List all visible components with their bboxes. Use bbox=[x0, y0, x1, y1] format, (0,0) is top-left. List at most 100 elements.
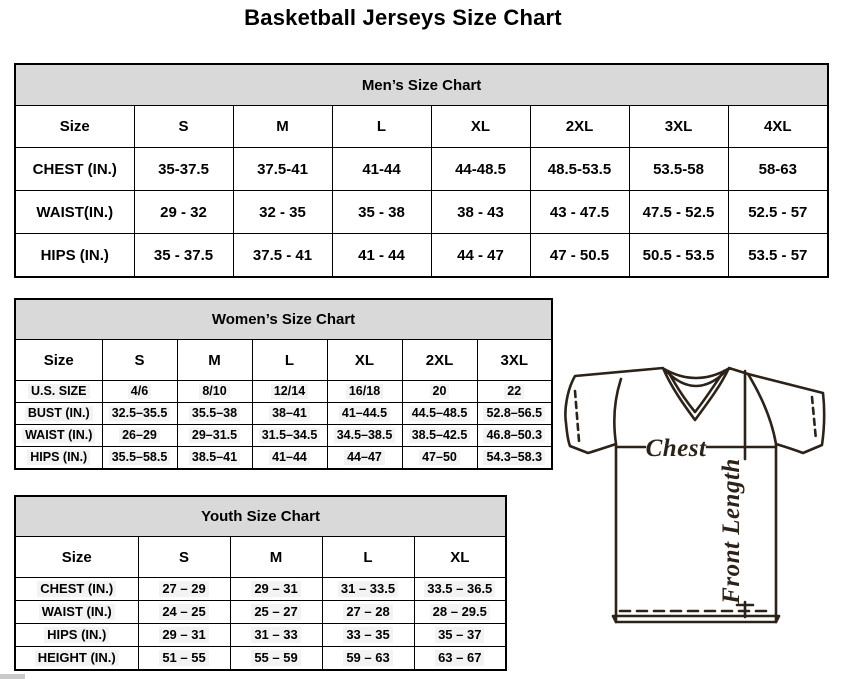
column-header: 3XL bbox=[628, 105, 729, 148]
cell-text: 22 bbox=[504, 383, 525, 400]
column-header: 4XL bbox=[727, 105, 829, 148]
collar-arc bbox=[664, 369, 728, 388]
womens-size-table: Women’s Size Chart Size S M L XL 2XL 3XL… bbox=[14, 298, 554, 470]
size-value: 33 – 35 bbox=[321, 623, 415, 647]
table-row: CHEST (IN.) 35-37.5 37.5-41 41-44 44-48.… bbox=[14, 147, 829, 191]
size-value: 55 – 59 bbox=[229, 646, 323, 671]
cell-text: 20 bbox=[429, 383, 450, 400]
table-row: Men’s Size Chart bbox=[14, 63, 829, 106]
cell-text: 38.5–41 bbox=[188, 449, 241, 466]
size-value: 47 - 50.5 bbox=[529, 233, 630, 278]
cell-text: 4/6 bbox=[127, 383, 152, 400]
cell-text: 41–44 bbox=[269, 449, 310, 466]
cell-text: 32.5–35.5 bbox=[108, 405, 171, 422]
table-row: Size S M L XL 2XL 3XL 4XL bbox=[14, 105, 829, 148]
cell-text: 35.5–38 bbox=[188, 405, 241, 422]
size-value: 46.8–50.3 bbox=[476, 424, 553, 447]
size-value: 35-37.5 bbox=[133, 147, 234, 191]
corner-header: Size bbox=[14, 105, 135, 148]
cuff-stitch-left bbox=[573, 389, 581, 443]
size-value: 44-48.5 bbox=[430, 147, 531, 191]
size-value: 52.5 - 57 bbox=[727, 190, 829, 234]
row-label: CHEST (IN.) bbox=[14, 577, 139, 601]
size-value: 44–47 bbox=[326, 446, 403, 470]
row-label: HIPS (IN.) bbox=[14, 233, 135, 278]
column-header: XL bbox=[326, 339, 403, 381]
size-value: 50.5 - 53.5 bbox=[628, 233, 729, 278]
column-header: M bbox=[232, 105, 333, 148]
table-row: WAIST(IN.) 29 - 32 32 - 35 35 - 38 38 - … bbox=[14, 190, 829, 234]
size-value: 27 – 28 bbox=[321, 600, 415, 624]
cell-text: 46.8–50.3 bbox=[483, 427, 546, 444]
column-header: S bbox=[137, 536, 231, 578]
size-value: 27 – 29 bbox=[137, 577, 231, 601]
size-value: 26–29 bbox=[101, 424, 178, 447]
section-title: Men’s Size Chart bbox=[14, 63, 829, 106]
table-row: WAIST (IN.) 24 – 25 25 – 27 27 – 28 28 –… bbox=[14, 600, 507, 624]
youth-size-table: Youth Size Chart Size S M L XL CHEST (IN… bbox=[14, 495, 508, 671]
cell-text: 38–41 bbox=[269, 405, 310, 422]
cell-text: 31 – 33 bbox=[251, 626, 301, 644]
size-value: 35.5–58.5 bbox=[101, 446, 178, 470]
cell-text: CHEST (IN.) bbox=[37, 580, 117, 598]
cell-text: 47–50 bbox=[419, 449, 460, 466]
row-label: HEIGHT (IN.) bbox=[14, 646, 139, 671]
cell-text: 33 – 35 bbox=[343, 626, 393, 644]
cell-text: 27 – 28 bbox=[343, 603, 393, 621]
size-value: 12/14 bbox=[251, 380, 328, 403]
cell-text: 12/14 bbox=[270, 383, 309, 400]
row-label: BUST (IN.) bbox=[14, 402, 103, 425]
size-value: 41–44 bbox=[251, 446, 328, 470]
cell-text: 8/10 bbox=[199, 383, 230, 400]
size-value: 20 bbox=[401, 380, 478, 403]
table-row: Size S M L XL 2XL 3XL bbox=[14, 339, 553, 381]
table-row: HIPS (IN.) 35 - 37.5 37.5 - 41 41 - 44 4… bbox=[14, 233, 829, 278]
row-label: WAIST(IN.) bbox=[14, 190, 135, 234]
table-row: U.S. SIZE 4/6 8/10 12/14 16/18 20 22 bbox=[14, 380, 553, 403]
size-value: 44.5–48.5 bbox=[401, 402, 478, 425]
armhole-seam-left bbox=[613, 377, 623, 446]
corner-header: Size bbox=[14, 339, 103, 381]
column-header: M bbox=[176, 339, 253, 381]
size-value: 8/10 bbox=[176, 380, 253, 403]
cell-text: 33.5 – 36.5 bbox=[424, 580, 496, 598]
column-header: L bbox=[331, 105, 432, 148]
size-value: 41-44 bbox=[331, 147, 432, 191]
table-row: Women’s Size Chart bbox=[14, 298, 553, 340]
cell-text: 38.5–42.5 bbox=[408, 427, 471, 444]
cell-text: 34.5–38.5 bbox=[333, 427, 396, 444]
column-header: 3XL bbox=[476, 339, 553, 381]
hem-band bbox=[611, 614, 781, 624]
size-value: 38.5–41 bbox=[176, 446, 253, 470]
cell-text: 41–44.5 bbox=[338, 405, 391, 422]
size-value: 29 - 32 bbox=[133, 190, 234, 234]
size-value: 35.5–38 bbox=[176, 402, 253, 425]
table-row: Youth Size Chart bbox=[14, 495, 507, 537]
size-value: 54.3–58.3 bbox=[476, 446, 553, 470]
size-value: 32.5–35.5 bbox=[101, 402, 178, 425]
cell-text: 31 – 33.5 bbox=[337, 580, 399, 598]
size-value: 47–50 bbox=[401, 446, 478, 470]
size-value: 59 – 63 bbox=[321, 646, 415, 671]
cell-text: 29 – 31 bbox=[251, 580, 301, 598]
row-label: WAIST (IN.) bbox=[14, 600, 139, 624]
mens-size-table: Men’s Size Chart Size S M L XL 2XL 3XL 4… bbox=[14, 63, 830, 278]
table-row: BUST (IN.) 32.5–35.5 35.5–38 38–41 41–44… bbox=[14, 402, 553, 425]
size-value: 43 - 47.5 bbox=[529, 190, 630, 234]
cell-text: 35.5–58.5 bbox=[108, 449, 171, 466]
size-value: 38–41 bbox=[251, 402, 328, 425]
size-value: 34.5–38.5 bbox=[326, 424, 403, 447]
cell-text: HIPS (IN.) bbox=[44, 626, 110, 644]
cuff-stitch-right bbox=[810, 395, 818, 442]
size-value: 35 – 37 bbox=[413, 623, 507, 647]
front-length-line bbox=[735, 369, 755, 619]
size-value: 33.5 – 36.5 bbox=[413, 577, 507, 601]
size-value: 35 - 37.5 bbox=[133, 233, 234, 278]
cell-text: 51 – 55 bbox=[159, 649, 209, 667]
cell-text: 35 – 37 bbox=[435, 626, 485, 644]
cell-text: WAIST (IN.) bbox=[38, 603, 115, 621]
column-header: 2XL bbox=[401, 339, 478, 381]
size-value: 22 bbox=[476, 380, 553, 403]
row-label: U.S. SIZE bbox=[14, 380, 103, 403]
size-value: 29 – 31 bbox=[229, 577, 323, 601]
